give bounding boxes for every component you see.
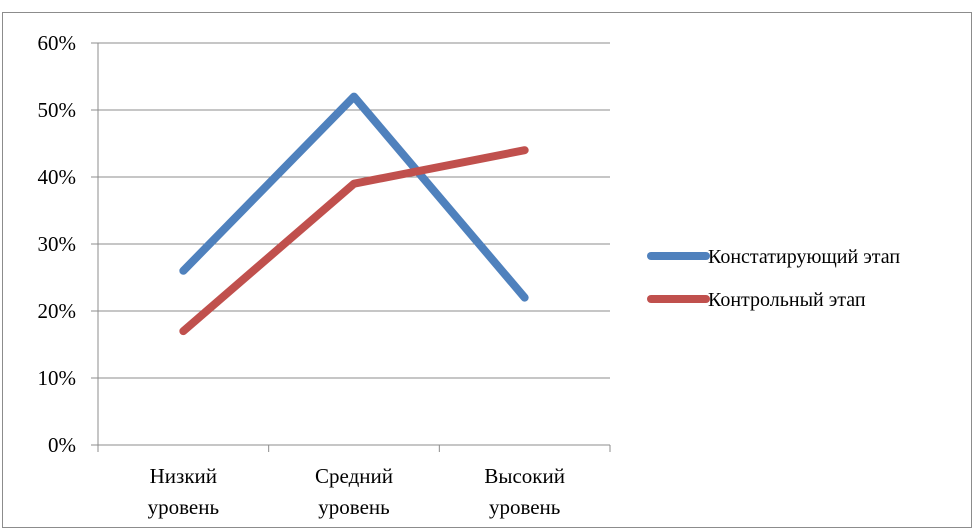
y-tick-label: 40% (38, 165, 77, 189)
y-tick-label: 20% (38, 299, 77, 323)
x-tick-label: Низкий уровень (148, 464, 219, 519)
y-tick-label: 0% (48, 433, 76, 457)
y-tick-label: 60% (38, 31, 77, 55)
y-tick-label: 50% (38, 98, 77, 122)
y-tick-label: 30% (38, 232, 77, 256)
x-tick-label: Средний уровень (315, 464, 393, 519)
legend-label: Констатирующий этап (708, 246, 900, 268)
legend-label: Контрольный этап (708, 289, 866, 311)
x-tick-label: Высокий уровень (484, 464, 565, 519)
y-tick-label: 10% (38, 366, 77, 390)
gridlines (98, 42, 610, 379)
x-axis-ticks: Низкий уровень Средний уровень Высокий уровен… (97, 445, 611, 519)
chart-area (2, 12, 972, 528)
series-lines (179, 92, 529, 336)
series-line (179, 92, 529, 302)
legend: Констатирующий этап Контрольный этап (647, 246, 900, 311)
y-axis-ticks: 0% 10% 20% 30% 40% 50% 60% (38, 31, 98, 457)
